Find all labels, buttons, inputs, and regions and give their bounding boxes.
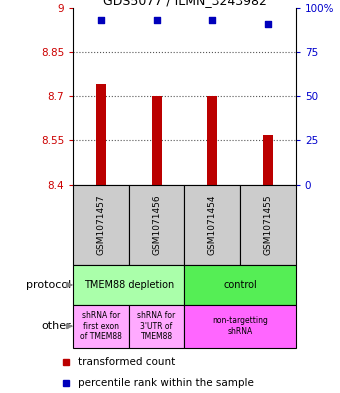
Text: transformed count: transformed count <box>78 357 175 367</box>
Bar <box>73 305 129 348</box>
Text: control: control <box>223 280 257 290</box>
Bar <box>240 185 296 265</box>
Point <box>98 17 104 24</box>
Text: TMEM88 depletion: TMEM88 depletion <box>84 280 174 290</box>
Text: GSM1071456: GSM1071456 <box>152 195 161 255</box>
Bar <box>152 96 162 185</box>
Bar <box>129 305 185 348</box>
Bar <box>96 84 106 185</box>
Text: non-targetting
shRNA: non-targetting shRNA <box>212 316 268 336</box>
Bar <box>184 305 296 348</box>
Text: shRNA for
first exon
of TMEM88: shRNA for first exon of TMEM88 <box>80 311 122 341</box>
Text: GSM1071454: GSM1071454 <box>208 195 217 255</box>
Text: protocol: protocol <box>26 280 71 290</box>
Text: GSM1071457: GSM1071457 <box>97 195 105 255</box>
Bar <box>184 185 240 265</box>
Point <box>209 17 215 24</box>
Title: GDS5077 / ILMN_3243982: GDS5077 / ILMN_3243982 <box>103 0 266 7</box>
Text: percentile rank within the sample: percentile rank within the sample <box>78 378 254 389</box>
Bar <box>184 265 296 305</box>
Bar <box>129 185 185 265</box>
Text: shRNA for
3'UTR of
TMEM88: shRNA for 3'UTR of TMEM88 <box>137 311 176 341</box>
Point <box>265 20 271 27</box>
Bar <box>73 265 184 305</box>
Bar <box>263 134 273 185</box>
Bar <box>73 185 129 265</box>
Point <box>154 17 159 24</box>
Text: other: other <box>41 321 71 331</box>
Bar <box>207 96 217 185</box>
Text: GSM1071455: GSM1071455 <box>264 195 272 255</box>
